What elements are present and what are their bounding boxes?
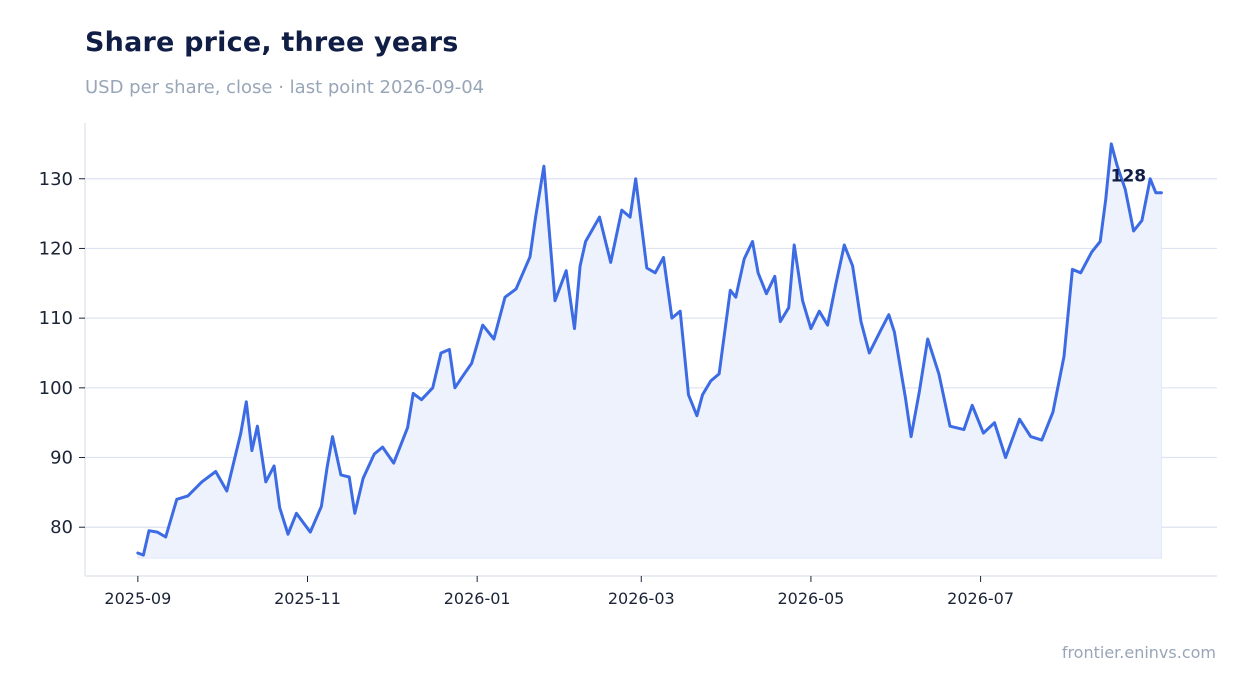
x-tick-label: 2025-09	[104, 589, 171, 608]
chart-subtitle: USD per share, close · last point 2026-0…	[85, 77, 485, 98]
y-tick-label: 100	[39, 378, 73, 399]
price-line	[136, 142, 1163, 557]
x-tick-label: 2026-05	[777, 589, 844, 608]
chart-title: Share price, three years	[85, 27, 459, 58]
y-tick-label: 110	[39, 308, 73, 329]
source-credit: frontier.eninvs.com	[1061, 643, 1216, 662]
y-tick-label: 80	[50, 517, 73, 538]
x-tick-label: 2026-01	[444, 589, 511, 608]
price-area-fill	[137, 143, 1162, 559]
x-tick-label: 2026-07	[947, 589, 1014, 608]
y-axis-ticks: 80 90 100 110 120 130	[39, 169, 85, 538]
x-tick-label: 2025-11	[274, 589, 341, 608]
y-tick-label: 120	[39, 238, 73, 259]
last-value-label: 128	[1111, 167, 1147, 187]
y-tick-label: 90	[50, 448, 73, 469]
x-tick-label: 2026-03	[608, 589, 675, 608]
x-axis-ticks: 2025-09 2025-11 2026-01 2026-03 2026-05 2026-…	[104, 576, 1014, 608]
y-tick-label: 130	[39, 169, 73, 190]
